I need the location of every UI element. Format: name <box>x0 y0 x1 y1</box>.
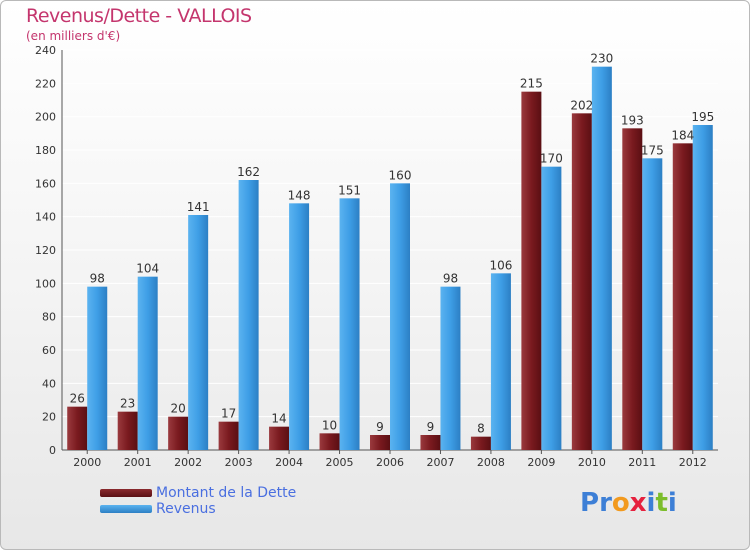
proxiti-logo: Proxiti <box>580 488 677 518</box>
bar-revenue <box>692 125 713 450</box>
data-label-debt: 9 <box>376 420 384 434</box>
bar-revenue <box>188 215 209 450</box>
bar-revenue <box>238 180 259 450</box>
bar-debt <box>672 143 693 451</box>
x-tick-label: 2002 <box>174 456 202 469</box>
logo-letter: i <box>646 488 656 518</box>
chart-subtitle: (en milliers d'€) <box>26 29 121 43</box>
x-tick-label: 2012 <box>679 456 707 469</box>
x-tick-label: 2009 <box>527 456 555 469</box>
data-label-debt: 184 <box>671 128 694 142</box>
y-tick-label: 160 <box>35 177 56 190</box>
y-tick-label: 200 <box>35 111 56 124</box>
y-tick-label: 20 <box>42 411 56 424</box>
data-label-revenue: 160 <box>389 168 412 182</box>
data-label-revenue: 230 <box>590 52 613 66</box>
data-label-revenue: 162 <box>237 165 260 179</box>
bar-revenue <box>87 286 108 450</box>
bar-debt <box>370 435 390 450</box>
data-label-revenue: 104 <box>136 262 159 276</box>
logo-letter: t <box>655 488 668 518</box>
legend-swatch-debt <box>100 489 152 497</box>
data-label-debt: 26 <box>70 392 85 406</box>
x-tick-label: 2010 <box>578 456 606 469</box>
bar-revenue <box>137 276 158 450</box>
data-label-debt: 10 <box>322 418 337 432</box>
y-tick-label: 240 <box>35 44 56 57</box>
bar-debt <box>117 411 138 450</box>
bar-revenue <box>541 166 562 450</box>
bar-debt <box>67 406 88 450</box>
data-label-debt: 215 <box>520 77 543 91</box>
data-label-debt: 17 <box>221 407 236 421</box>
chart-title: Revenus/Dette - VALLOIS <box>26 5 252 27</box>
y-tick-label: 60 <box>42 344 56 357</box>
y-tick-label: 100 <box>35 277 56 290</box>
data-label-debt: 20 <box>171 402 186 416</box>
legend-label-debt: Montant de la Dette <box>156 485 297 501</box>
data-labels: 26 98 23 104 20 141 17 162 14 148 10 151 9 160 9 98 8 106… <box>70 52 715 436</box>
data-label-revenue: 170 <box>540 152 563 166</box>
data-label-revenue: 148 <box>288 188 311 202</box>
y-tick-label: 220 <box>35 77 56 90</box>
bar-debt <box>470 436 491 450</box>
x-tick-label: 2011 <box>628 456 656 469</box>
bar-debt <box>571 113 592 450</box>
x-tick-label: 2004 <box>275 456 303 469</box>
data-label-revenue: 98 <box>443 272 458 286</box>
y-tick-label: 120 <box>35 244 56 257</box>
x-tick-label: 2001 <box>124 456 152 469</box>
data-label-revenue: 141 <box>187 200 210 214</box>
bar-revenue <box>390 183 410 451</box>
y-tick-label: 0 <box>49 444 56 457</box>
bar-revenue <box>339 198 360 450</box>
x-tick-label: 2007 <box>426 456 454 469</box>
bar-revenue <box>642 158 663 451</box>
data-label-debt: 202 <box>570 98 593 112</box>
data-label-debt: 9 <box>427 420 435 434</box>
x-tick-label: 2000 <box>73 456 101 469</box>
data-label-debt: 23 <box>120 397 135 411</box>
x-tick-label: 2006 <box>376 456 404 469</box>
bar-debt <box>622 128 643 451</box>
y-tick-label: 180 <box>35 144 56 157</box>
data-label-revenue: 106 <box>489 258 512 272</box>
data-label-debt: 193 <box>621 113 644 127</box>
bar-revenue <box>591 66 612 451</box>
x-tick-label: 2008 <box>477 456 505 469</box>
y-tick-label: 40 <box>42 377 56 390</box>
bar-revenue <box>440 286 461 450</box>
logo-letter: x <box>629 488 647 518</box>
x-tick-label: 2003 <box>225 456 253 469</box>
bar-revenue <box>289 203 310 450</box>
data-label-revenue: 175 <box>641 143 664 157</box>
logo-letter: r <box>599 488 612 518</box>
bar-debt <box>218 421 239 450</box>
bar-debt <box>319 433 340 450</box>
data-label-revenue: 195 <box>691 110 714 124</box>
data-label-revenue: 151 <box>338 183 361 197</box>
legend-swatch-revenue <box>100 505 152 513</box>
logo-letter: P <box>580 488 600 518</box>
bar-revenue <box>490 273 511 450</box>
data-label-debt: 8 <box>477 422 485 436</box>
bars <box>67 66 713 451</box>
data-label-revenue: 98 <box>90 272 105 286</box>
logo-letter: i <box>667 488 677 518</box>
data-label-debt: 14 <box>271 412 286 426</box>
bar-debt <box>521 91 542 451</box>
legend-label-revenue: Revenus <box>156 501 216 517</box>
x-tick-label: 2005 <box>326 456 354 469</box>
y-tick-label: 140 <box>35 211 56 224</box>
logo-letter: o <box>611 488 630 518</box>
bar-debt <box>168 416 189 450</box>
y-tick-label: 80 <box>42 311 56 324</box>
bar-debt <box>420 435 441 450</box>
bar-debt <box>269 426 290 450</box>
